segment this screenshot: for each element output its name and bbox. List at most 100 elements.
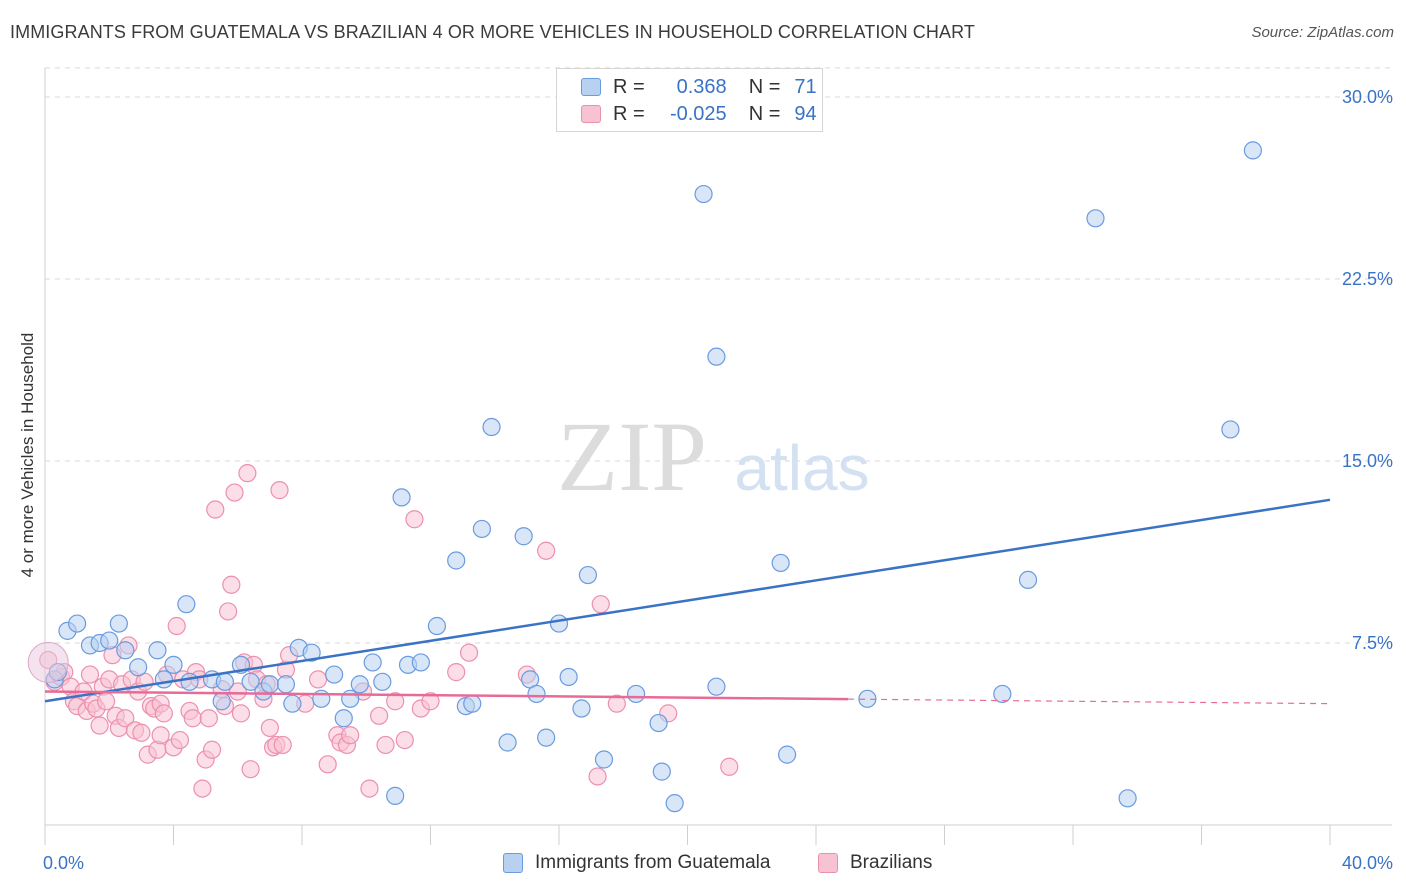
point-brazilian — [193, 779, 212, 798]
point-brazilian — [607, 694, 626, 713]
point-guatemala — [302, 643, 321, 662]
point-guatemala — [68, 614, 87, 633]
point-guatemala — [392, 488, 411, 507]
point-brazilian — [270, 481, 289, 500]
point-guatemala — [1243, 141, 1263, 160]
points-layer — [27, 141, 1263, 813]
point-brazilian — [222, 575, 241, 594]
y-tick-label: 7.5% — [1352, 633, 1393, 653]
chart-title: IMMIGRANTS FROM GUATEMALA VS BRAZILIAN 4… — [10, 22, 975, 42]
legend-row-guatemala: R = 0.368 N = 71 — [581, 75, 817, 99]
point-brazilian — [90, 716, 109, 735]
point-brazilian — [591, 595, 610, 614]
chart-source: Source: ZipAtlas.com — [1251, 24, 1394, 41]
legend-r-value: -0.025 — [669, 102, 727, 125]
point-brazilian — [219, 602, 238, 621]
point-guatemala — [154, 670, 173, 689]
point-brazilian — [231, 704, 251, 723]
trendline-brazilians-extension — [848, 698, 1331, 705]
series-swatch-pink — [818, 853, 838, 873]
point-brazilian — [96, 692, 116, 711]
point-guatemala — [427, 616, 447, 636]
point-brazilian — [80, 665, 100, 684]
point-brazilian — [167, 616, 186, 636]
point-guatemala — [514, 527, 533, 546]
legend-n-value: 71 — [794, 75, 817, 98]
point-guatemala — [411, 653, 430, 672]
y-tick-label: 22.5% — [1342, 269, 1393, 289]
point-guatemala — [594, 750, 614, 769]
axis-layer — [44, 68, 1392, 845]
point-guatemala — [180, 672, 199, 691]
legend-n-value: 94 — [794, 102, 817, 125]
watermark: ZIP atlas — [557, 401, 870, 512]
point-brazilian — [395, 730, 414, 750]
point-guatemala — [363, 653, 382, 672]
point-guatemala — [482, 417, 501, 437]
watermark-atlas: atlas — [734, 432, 869, 504]
point-brazilian — [318, 755, 337, 774]
point-guatemala — [649, 713, 668, 733]
point-brazilian — [370, 706, 389, 725]
series-legend-label: Immigrants from Guatemala — [535, 852, 771, 873]
point-guatemala — [626, 684, 646, 704]
point-guatemala — [537, 728, 556, 747]
point-guatemala — [325, 665, 344, 684]
point-brazilian — [405, 510, 424, 529]
point-guatemala — [777, 745, 797, 764]
point-brazilian — [447, 663, 466, 682]
point-guatemala — [350, 675, 369, 694]
point-guatemala — [177, 595, 196, 614]
point-guatemala — [109, 614, 128, 633]
point-guatemala — [116, 641, 135, 660]
point-guatemala — [559, 667, 578, 687]
point-brazilian — [720, 757, 739, 776]
point-guatemala — [215, 672, 234, 691]
trendline-guatemala — [44, 498, 1331, 703]
point-guatemala — [164, 655, 183, 674]
point-brazilian — [225, 483, 244, 502]
watermark-zip: ZIP — [557, 401, 707, 512]
point-guatemala — [1221, 420, 1240, 439]
point-brazilian — [260, 718, 279, 738]
point-guatemala — [463, 694, 482, 713]
point-brazilian — [206, 500, 225, 519]
point-guatemala — [100, 631, 119, 650]
point-brazilian — [360, 779, 379, 798]
point-brazilian — [386, 692, 405, 711]
point-guatemala — [260, 675, 279, 694]
point-brazilian — [238, 464, 257, 483]
point-guatemala — [549, 614, 569, 633]
point-brazilian — [151, 726, 170, 745]
legend-swatch-blue — [581, 78, 601, 96]
y-axis-label: 4 or more Vehicles in Household — [18, 332, 37, 578]
point-guatemala — [498, 733, 517, 752]
point-brazilian — [376, 735, 395, 755]
x-tick-label: 40.0% — [1342, 853, 1393, 873]
point-guatemala — [386, 786, 405, 805]
point-guatemala — [373, 672, 392, 691]
point-guatemala — [447, 551, 466, 570]
y-tick-label: 30.0% — [1342, 87, 1393, 107]
point-brazilian — [170, 730, 190, 750]
point-guatemala — [527, 684, 546, 704]
point-guatemala — [665, 794, 684, 813]
point-guatemala — [334, 709, 353, 728]
point-guatemala — [212, 692, 231, 711]
point-guatemala — [572, 699, 591, 718]
series-swatch-blue — [503, 853, 523, 873]
point-guatemala — [1018, 570, 1038, 590]
point-brazilian — [421, 692, 440, 711]
point-cluster-origin — [27, 641, 69, 683]
point-guatemala — [652, 762, 671, 781]
point-guatemala — [129, 658, 148, 677]
point-guatemala — [707, 347, 726, 366]
series-legend-brazilians: Brazilians — [818, 852, 932, 874]
point-brazilian — [273, 735, 292, 755]
legend-r-label: R = — [613, 75, 645, 98]
point-guatemala — [1086, 209, 1105, 228]
series-legend-label: Brazilians — [850, 852, 933, 873]
point-guatemala — [241, 672, 260, 691]
point-guatemala — [341, 689, 360, 708]
point-brazilian — [154, 704, 173, 723]
